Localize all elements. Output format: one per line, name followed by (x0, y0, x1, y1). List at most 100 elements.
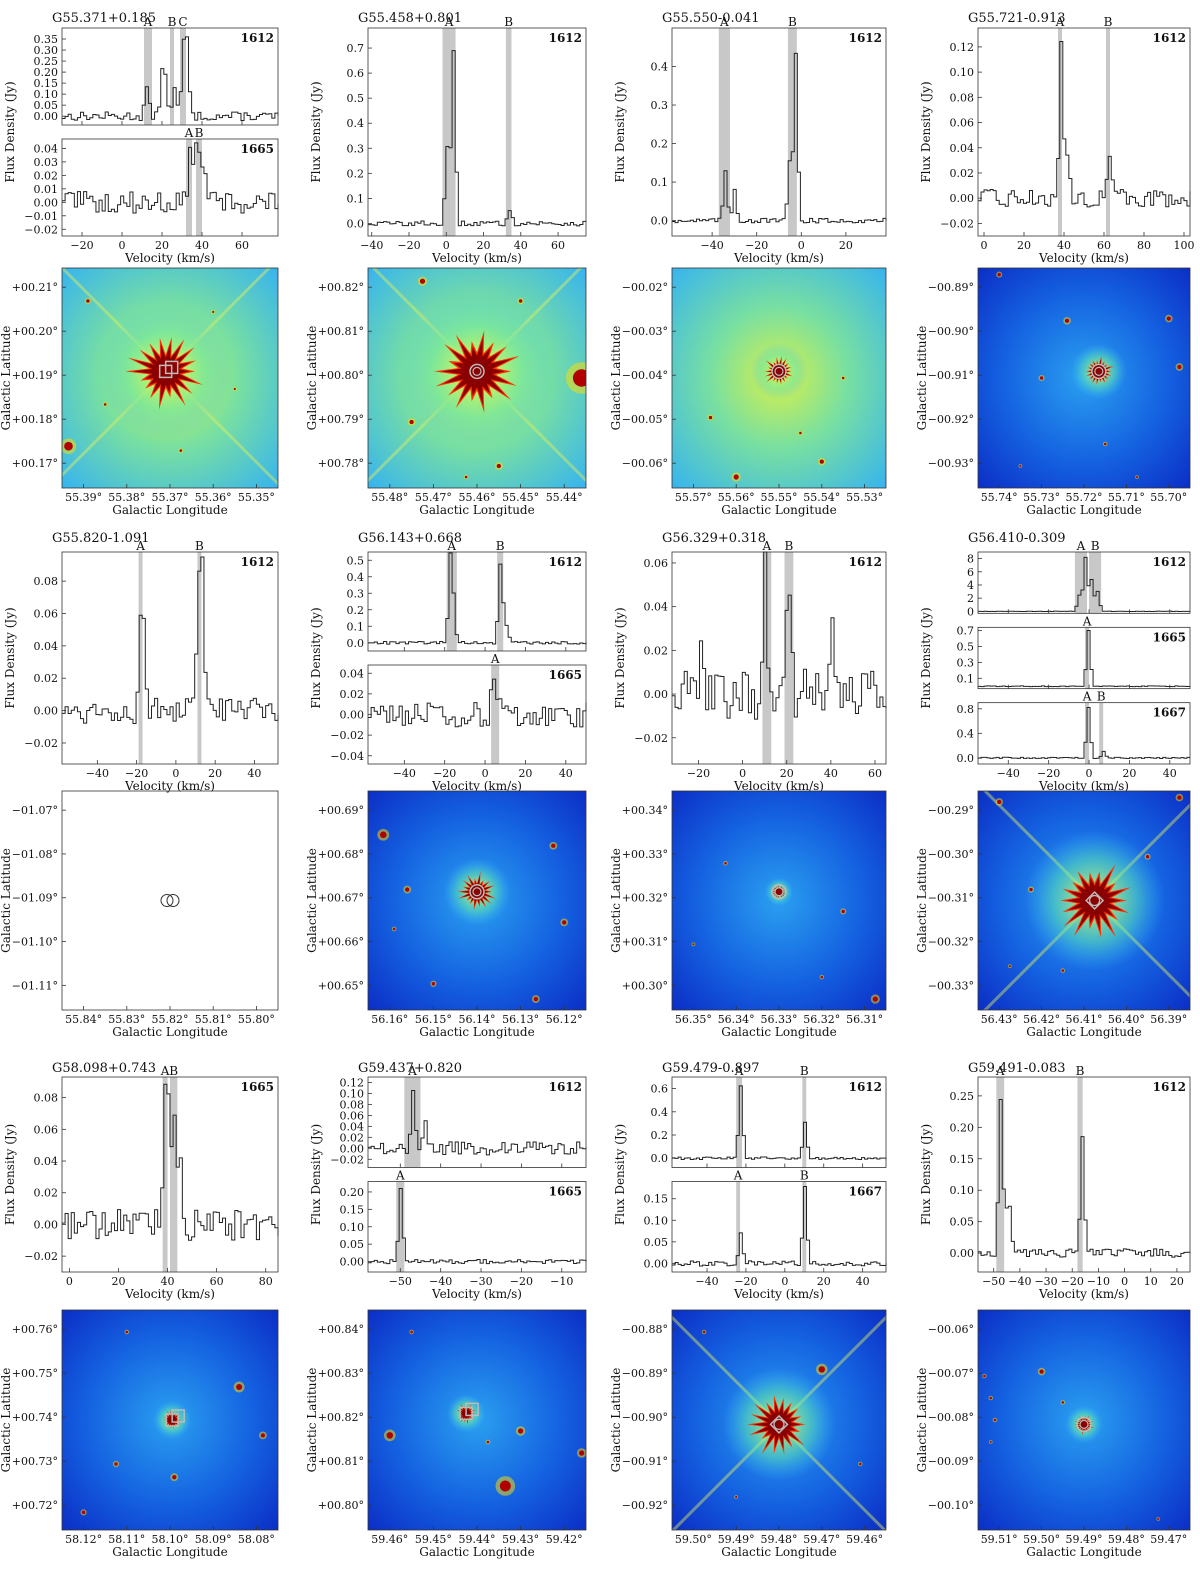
source-panel: G55.820-1.091 −0.02 0.00 0.02 0.04 0.06 0.08 −4… (0, 531, 279, 1039)
lon-tick-label: 56.34° (718, 1013, 755, 1026)
flux-axis-label: Flux Density (Jy) (919, 1124, 933, 1225)
lat-tick-label: +00.75° (12, 1367, 58, 1380)
spectrum-line (672, 1186, 887, 1267)
lon-tick-label: 59.51° (981, 1533, 1018, 1546)
source-name: G59.437+0.820 (358, 1061, 462, 1076)
x-tick-label: 100 (1174, 239, 1195, 252)
lon-tick-label: 59.44° (459, 1533, 496, 1546)
x-tick-label: −40 (429, 1275, 452, 1288)
lon-axis-label: Galactic Longitude (112, 1025, 227, 1039)
lat-tick-label: +00.34° (622, 804, 668, 817)
y-tick-label: 0.06 (950, 117, 975, 130)
velocity-axis-label: Velocity (km/s) (1038, 779, 1129, 793)
band-letter: A (444, 15, 454, 29)
velocity-band (784, 552, 794, 764)
band-letter: B (788, 15, 797, 29)
field-star (997, 799, 1002, 805)
band-letter: B (169, 1064, 178, 1078)
x-tick-label: 60 (235, 239, 249, 252)
y-tick-label: 0.7 (957, 625, 975, 638)
source-panel: G59.491-0.083 0.00 0.05 0.10 0.15 0.20 0.25 −50… (915, 1061, 1191, 1559)
spectrum-line (368, 50, 587, 227)
source-panel: G59.437+0.820−0.020.000.020.040.060.080.… (305, 1061, 587, 1559)
image-map: 55.39° 55.38° 55.37° 55.36° 55.35° +00.21° +00… (0, 267, 279, 517)
maser-marker (774, 887, 784, 897)
field-star (1039, 1369, 1044, 1374)
field-star (260, 1433, 266, 1438)
y-tick-label: 0.12 (340, 1076, 365, 1089)
y-tick-label: −0.02 (330, 729, 364, 742)
star-core (1066, 870, 1125, 931)
y-tick-label: 0.08 (34, 1092, 59, 1105)
lon-axis-label: Galactic Longitude (1026, 1025, 1141, 1039)
band-letter: B (1097, 690, 1106, 704)
field-star (1177, 364, 1182, 370)
lat-tick-label: −00.30° (928, 848, 974, 861)
lon-tick-label: 58.10° (152, 1533, 189, 1546)
lat-tick-label: −00.03° (622, 325, 668, 338)
lat-tick-label: −00.06° (928, 1323, 974, 1336)
field-star (419, 278, 426, 284)
x-tick-label: 0 (798, 239, 805, 252)
spectrum-line (62, 1083, 279, 1241)
field-star (379, 831, 387, 839)
y-tick-label: 2 (967, 592, 974, 605)
spectrum-line (368, 1090, 587, 1156)
y-tick-label: 0.10 (950, 66, 975, 79)
y-tick-label: 0.5 (347, 92, 365, 105)
field-star (86, 299, 90, 303)
y-tick-label: 0.00 (34, 1218, 59, 1231)
spectrum-line (978, 707, 1191, 759)
y-tick-label: 0.3 (957, 656, 975, 669)
y-tick-label: 0.0 (651, 215, 669, 228)
maser-marker (1094, 366, 1104, 376)
y-tick-label: 0.05 (340, 1238, 365, 1251)
spectrum-line (62, 36, 279, 122)
y-tick-label: −0.02 (634, 732, 668, 745)
lon-tick-label: 55.80° (238, 1013, 275, 1026)
lon-tick-label: 56.33° (761, 1013, 798, 1026)
lon-tick-label: 55.35° (238, 491, 275, 504)
lat-tick-label: +00.20° (12, 325, 58, 338)
y-tick-label: 0.0 (347, 637, 365, 650)
x-tick-label: −20 (745, 239, 768, 252)
y-tick-label: 0.10 (950, 1184, 975, 1197)
y-tick-label: 0.35 (34, 33, 59, 46)
y-tick-label: 0.02 (340, 1131, 365, 1144)
lat-tick-label: −01.10° (12, 936, 58, 949)
field-star (983, 1374, 986, 1378)
plot-frame (61, 27, 279, 126)
lat-axis-label: Galactic Latitude (915, 848, 929, 953)
spectrum-panel: −0.02−0.010.000.010.020.030.04 −20 0 20 40 60… (24, 126, 279, 252)
field-star (733, 474, 739, 480)
field-star (702, 1330, 706, 1334)
star-core (132, 343, 197, 403)
plot-frame (61, 1076, 279, 1273)
lon-tick-label: 55.55° (761, 491, 798, 504)
image-map: 56.43° 56.42° 56.41° 56.40° 56.39° −00.29° −00… (915, 790, 1191, 1039)
source-name: G59.491-0.083 (968, 1061, 1065, 1076)
band-letter: A (143, 15, 153, 29)
field-star (431, 981, 436, 986)
band-letter: C (178, 15, 187, 29)
spectrum-panel: 0.00 0.05 0.10 0.15 0.20 −50 −40 −30 −20 −10 1665 A (340, 1169, 587, 1288)
lon-axis-label: Galactic Longitude (721, 1025, 836, 1039)
spectrum-line (368, 1188, 587, 1265)
velocity-band (1099, 702, 1104, 764)
x-tick-label: 60 (1097, 239, 1111, 252)
transition-label: 1667 (849, 1185, 882, 1199)
band-letter: A (160, 1064, 170, 1078)
x-tick-label: 60 (551, 239, 565, 252)
spectrum-panel: −0.020.000.020.040.060.080.100.12 1612 A (330, 1064, 587, 1168)
lat-tick-label: +00.32° (622, 892, 668, 905)
y-tick-label: 0.00 (950, 1247, 975, 1260)
y-tick-label: 0.08 (340, 1098, 365, 1111)
lat-tick-label: −00.91° (928, 369, 974, 382)
source-panel: G55.371+0.1850.000.050.100.150.200.250.3… (0, 11, 279, 517)
x-tick-label: 20 (1170, 1275, 1184, 1288)
x-tick-label: 0 (781, 1275, 788, 1288)
lat-tick-label: +00.76° (12, 1323, 58, 1336)
y-tick-label: 6 (967, 566, 974, 579)
lon-tick-label: 55.73° (1023, 491, 1060, 504)
lat-axis-label: Galactic Latitude (0, 1368, 13, 1473)
